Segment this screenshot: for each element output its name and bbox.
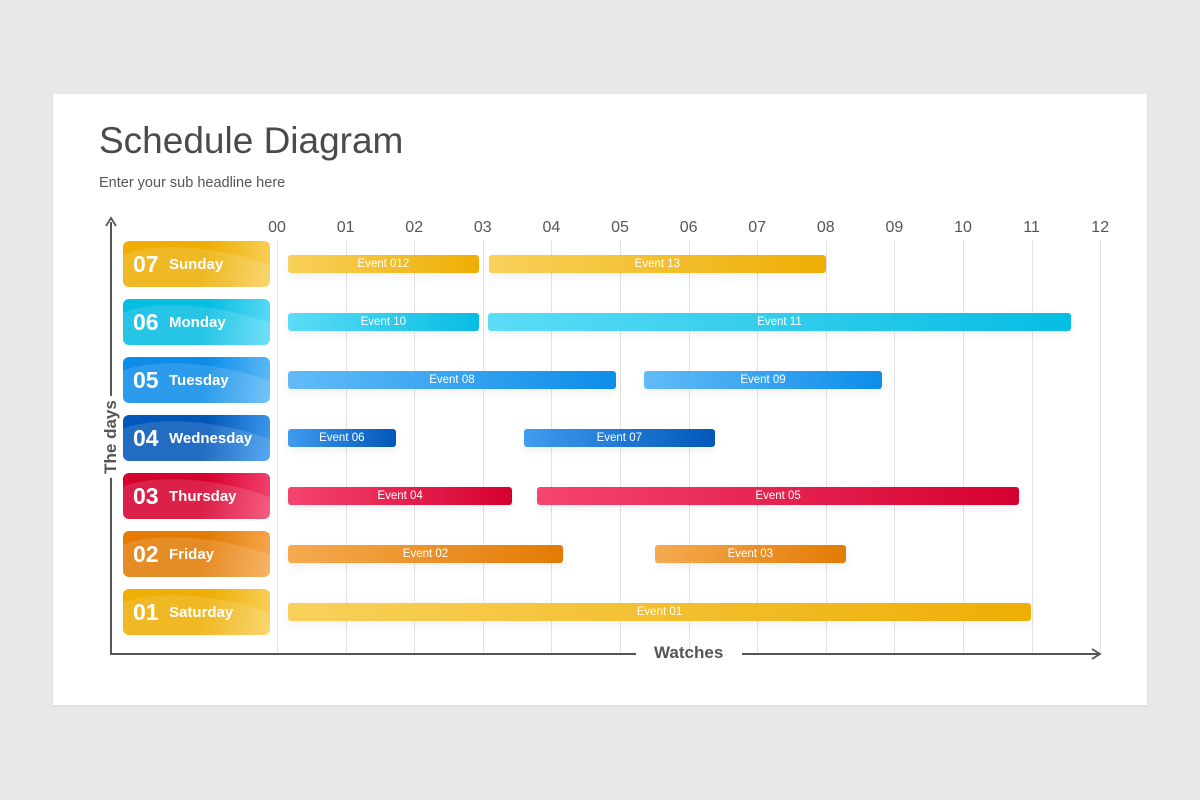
day-number: 05 bbox=[133, 366, 159, 393]
event-bar[interactable]: Event 13 bbox=[488, 255, 826, 273]
event-bar[interactable]: Event 01 bbox=[287, 603, 1031, 621]
gridline bbox=[551, 240, 552, 654]
gridline bbox=[483, 240, 484, 654]
gridline bbox=[894, 240, 895, 654]
day-label-monday: 06 Monday bbox=[123, 299, 270, 345]
gridline bbox=[1032, 240, 1033, 654]
x-tick-label: 10 bbox=[954, 219, 972, 236]
x-tick-label: 07 bbox=[748, 219, 767, 236]
x-tick-label: 12 bbox=[1091, 219, 1110, 236]
event-bar[interactable]: Event 04 bbox=[287, 487, 513, 505]
x-tick-label: 08 bbox=[816, 219, 835, 236]
event-bar[interactable]: Event 012 bbox=[287, 255, 479, 273]
day-number: 03 bbox=[133, 482, 159, 509]
arrow-right-icon bbox=[1091, 648, 1102, 660]
x-tick-label: 02 bbox=[405, 219, 424, 236]
day-label-saturday: 01 Saturday bbox=[123, 589, 270, 635]
x-tick-label: 05 bbox=[611, 219, 629, 236]
day-number: 06 bbox=[133, 308, 159, 335]
gridline bbox=[1100, 240, 1101, 654]
gridline bbox=[689, 240, 690, 654]
gridline bbox=[277, 240, 278, 654]
event-bar[interactable]: Event 05 bbox=[536, 487, 1020, 505]
day-label-tuesday: 05 Tuesday bbox=[123, 357, 270, 403]
gridline bbox=[346, 240, 347, 654]
gridline bbox=[414, 240, 415, 654]
event-bar[interactable]: Event 02 bbox=[287, 545, 564, 563]
day-number: 04 bbox=[133, 424, 159, 451]
gridline bbox=[620, 240, 621, 654]
day-label-wednesday: 04 Wednesday bbox=[123, 415, 270, 461]
event-bar[interactable]: Event 08 bbox=[287, 371, 616, 389]
day-number: 07 bbox=[133, 250, 159, 277]
event-bar[interactable]: Event 11 bbox=[488, 313, 1071, 331]
day-number: 01 bbox=[133, 598, 159, 625]
day-name: Sunday bbox=[169, 255, 224, 273]
day-number: 02 bbox=[133, 540, 159, 567]
y-axis-label: The days bbox=[101, 396, 121, 478]
page-subtitle: Enter your sub headline here bbox=[99, 175, 286, 191]
arrow-up-icon bbox=[105, 216, 117, 227]
day-name: Wednesday bbox=[169, 429, 253, 447]
x-tick-label: 04 bbox=[542, 219, 561, 236]
gridline bbox=[826, 240, 827, 654]
x-axis-label: Watches bbox=[654, 643, 724, 662]
day-name: Saturday bbox=[169, 603, 234, 621]
page-title: Schedule Diagram bbox=[99, 120, 404, 161]
day-name: Monday bbox=[169, 313, 226, 331]
event-bar[interactable]: Event 06 bbox=[287, 429, 396, 447]
x-tick-label: 01 bbox=[336, 219, 355, 236]
event-bar[interactable]: Event 03 bbox=[654, 545, 846, 563]
x-tick-label: 06 bbox=[679, 219, 698, 236]
x-tick-label: 11 bbox=[1023, 219, 1040, 236]
day-name: Thursday bbox=[169, 487, 237, 505]
x-axis-line-right bbox=[742, 653, 1100, 655]
event-bar[interactable]: Event 07 bbox=[523, 429, 715, 447]
event-bar[interactable]: Event 10 bbox=[287, 313, 479, 331]
gridline bbox=[757, 240, 758, 654]
x-tick-label: 00 bbox=[268, 219, 286, 236]
day-label-friday: 02 Friday bbox=[123, 531, 270, 577]
gridline bbox=[963, 240, 964, 654]
x-tick-label: 03 bbox=[473, 219, 492, 236]
day-name: Friday bbox=[169, 545, 215, 563]
event-bar[interactable]: Event 09 bbox=[644, 371, 883, 389]
x-axis-line-left bbox=[110, 653, 636, 655]
day-label-sunday: 07 Sunday bbox=[123, 241, 270, 287]
x-tick-label: 09 bbox=[885, 219, 904, 236]
day-name: Tuesday bbox=[169, 371, 229, 389]
day-label-thursday: 03 Thursday bbox=[123, 473, 270, 519]
